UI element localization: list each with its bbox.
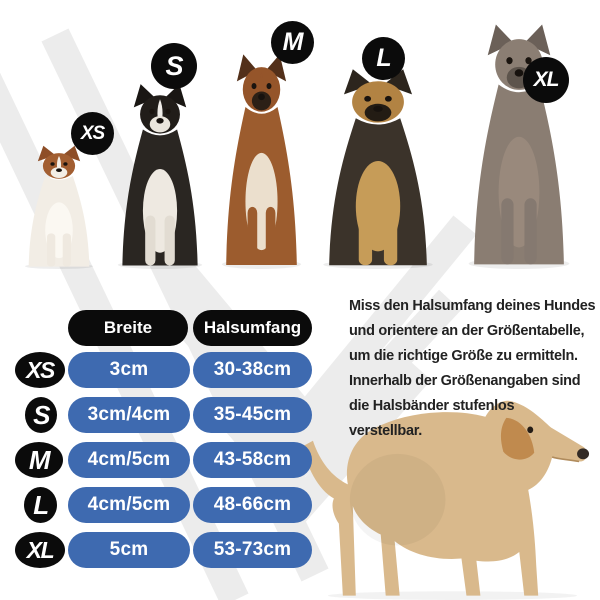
size-label-l: L <box>24 487 57 523</box>
size-badge-s: S <box>151 43 197 89</box>
breite-value-l: 4cm/5cm <box>68 487 190 523</box>
breite-value-xs: 3cm <box>68 352 190 388</box>
column-header-breite: Breite <box>68 310 188 346</box>
table-row-s: S 3cm/4cm 35-45cm <box>0 397 340 433</box>
table-row-xs: XS 3cm 30-38cm <box>0 352 340 388</box>
size-badge-m: M <box>271 21 314 64</box>
size-badge-l: L <box>362 37 405 80</box>
info-text: Miss den Halsumfang deines Hundes und or… <box>349 294 599 444</box>
breite-value-m: 4cm/5cm <box>68 442 190 478</box>
halsumfang-value-s: 35-45cm <box>193 397 312 433</box>
column-header-halsumfang: Halsumfang <box>193 310 312 346</box>
breite-value-s: 3cm/4cm <box>68 397 190 433</box>
halsumfang-value-xs: 30-38cm <box>193 352 312 388</box>
size-label-xs: XS <box>15 352 65 388</box>
table-row-m: M 4cm/5cm 43-58cm <box>0 442 340 478</box>
info-line: verstellbar. <box>349 423 422 439</box>
dog-photo-great-dane-xl <box>451 23 587 269</box>
size-table: Breite Halsumfang XS 3cm 30-38cm S 3cm/4… <box>0 310 340 568</box>
halsumfang-value-m: 43-58cm <box>193 442 312 478</box>
size-label-s: S <box>25 397 57 433</box>
table-row-l: L 4cm/5cm 48-66cm <box>0 487 340 523</box>
breite-value-xl: 5cm <box>68 532 190 568</box>
info-line: Innerhalb der Größenangaben sind <box>349 373 581 389</box>
info-line: die Halsbänder stufenlos <box>349 398 515 414</box>
halsumfang-value-l: 48-66cm <box>193 487 312 523</box>
size-badge-xl: XL <box>523 57 569 103</box>
info-line: um die richtige Größe zu ermitteln. <box>349 348 578 364</box>
table-row-xl: XL 5cm 53-73cm <box>0 532 340 568</box>
size-badge-xs: XS <box>71 112 114 155</box>
info-line: und orientere an der Größentabelle, <box>349 323 585 339</box>
halsumfang-value-xl: 53-73cm <box>193 532 312 568</box>
info-line: Miss den Halsumfang deines Hundes <box>349 298 596 314</box>
size-label-xl: XL <box>15 532 65 568</box>
dog-photo-labrador <box>302 400 590 600</box>
size-label-m: M <box>15 442 63 478</box>
